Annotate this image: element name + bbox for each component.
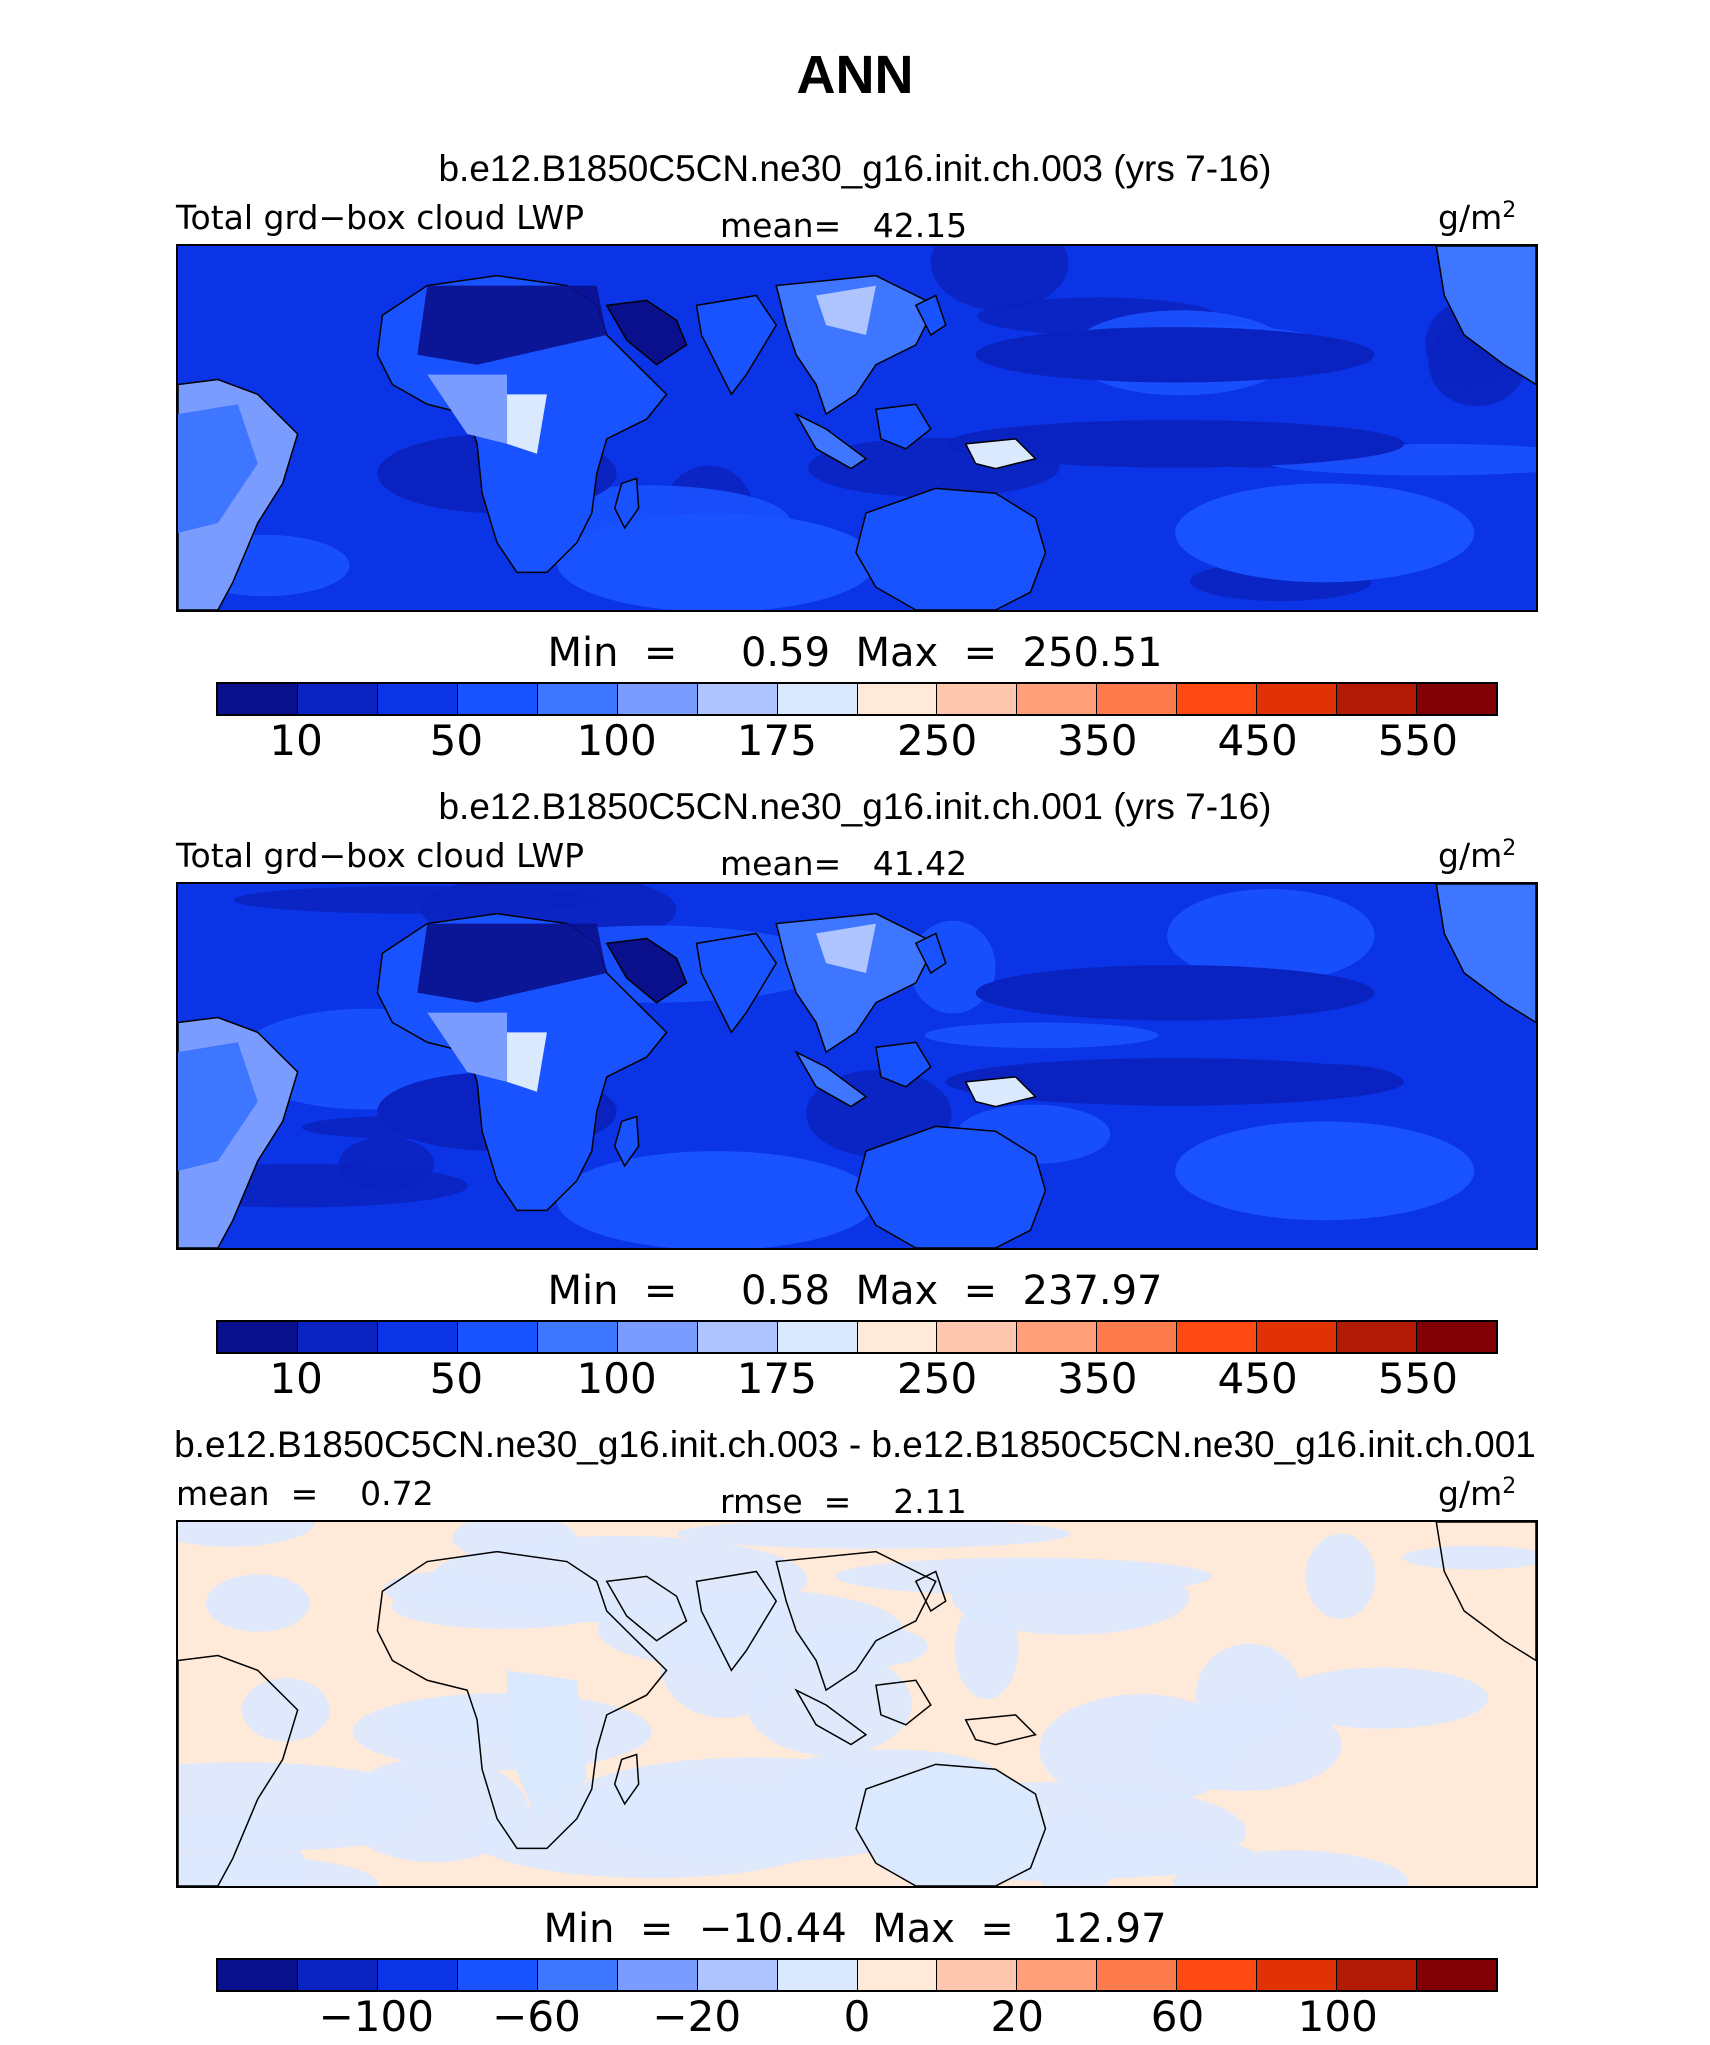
colorbar-swatch	[377, 684, 458, 714]
left-label: mean = 0.72	[176, 1474, 434, 1513]
min-max-label: Min = −10.44 Max = 12.97	[543, 1906, 1167, 1952]
colorbar-swatch	[1177, 684, 1258, 714]
colorbar-tick-label: 100	[576, 1354, 657, 1403]
colorbar	[216, 1958, 1498, 1992]
colorbar-swatch	[218, 1960, 298, 1990]
colorbar-tick-label: 250	[897, 1354, 978, 1403]
units-label: g/m2	[1438, 198, 1517, 237]
colorbar-swatch	[457, 1322, 538, 1352]
map-plot	[178, 246, 1536, 610]
colorbar-swatch	[218, 684, 298, 714]
center-label: rmse = 2.11	[720, 1482, 967, 1521]
units-label: g/m2	[1438, 1474, 1517, 1513]
colorbar-swatch	[777, 1322, 858, 1352]
colorbar-tick-label: 60	[1150, 1992, 1205, 2041]
colorbar-tick-label: 450	[1217, 716, 1298, 765]
colorbar-tick-label: 50	[429, 1354, 484, 1403]
colorbar-swatch	[297, 1322, 378, 1352]
colorbar-tick-label: 350	[1057, 716, 1138, 765]
colorbar-swatch	[457, 1960, 538, 1990]
colorbar-swatch	[537, 684, 618, 714]
center-label: mean= 42.15	[720, 206, 968, 245]
colorbar-swatch	[377, 1960, 458, 1990]
colorbar-swatch	[218, 1322, 298, 1352]
colorbar-swatch	[1417, 1960, 1496, 1990]
center-label: mean= 41.42	[720, 844, 968, 883]
colorbar-swatch	[1417, 1322, 1496, 1352]
colorbar-swatch	[1177, 1322, 1258, 1352]
colorbar-swatch	[937, 684, 1018, 714]
map-panel	[176, 882, 1538, 1250]
colorbar-swatch	[297, 1960, 378, 1990]
case-title: b.e12.B1850C5CN.ne30_g16.init.ch.003 - b…	[174, 1424, 1536, 1465]
colorbar-swatch	[1337, 1322, 1418, 1352]
colorbar-swatch	[537, 1960, 618, 1990]
min-max-label: Min = 0.59 Max = 250.51	[547, 630, 1163, 676]
colorbar-tick-label: 20	[990, 1992, 1044, 2041]
colorbar-tick-label: 450	[1217, 1354, 1298, 1403]
colorbar-swatch	[617, 1960, 698, 1990]
map-plot	[178, 1522, 1536, 1886]
colorbar-swatch	[537, 1322, 618, 1352]
colorbar-swatch	[1097, 1960, 1178, 1990]
colorbar-swatch	[377, 1322, 458, 1352]
colorbar-tick-label: 350	[1057, 1354, 1138, 1403]
colorbar-tick-label: 175	[736, 1354, 817, 1403]
colorbar-swatch	[857, 1960, 938, 1990]
colorbar-swatch	[1337, 1960, 1418, 1990]
colorbar-tick-label: 550	[1377, 716, 1458, 765]
left-label: Total grd−box cloud LWP	[176, 198, 584, 237]
map-panel	[176, 1520, 1538, 1888]
colorbar-tick-label: 100	[1297, 1992, 1378, 2041]
colorbar-swatch	[617, 684, 698, 714]
colorbar-tick-label: 175	[736, 716, 817, 765]
case-title: b.e12.B1850C5CN.ne30_g16.init.ch.003 (yr…	[438, 148, 1272, 189]
colorbar-swatch	[1177, 1960, 1258, 1990]
figure-title: ANN	[796, 45, 914, 105]
colorbar-swatch	[1097, 684, 1178, 714]
colorbar-swatch	[937, 1960, 1018, 1990]
colorbar-swatch	[697, 1960, 778, 1990]
colorbar-swatch	[1337, 684, 1418, 714]
colorbar-swatch	[1417, 684, 1496, 714]
colorbar-tick-label: 250	[897, 716, 978, 765]
colorbar-swatch	[1257, 1960, 1338, 1990]
min-max-label: Min = 0.58 Max = 237.97	[547, 1268, 1163, 1314]
left-label: Total grd−box cloud LWP	[176, 836, 584, 875]
colorbar-swatch	[1097, 1322, 1178, 1352]
colorbar-tick-label: 10	[269, 716, 323, 765]
colorbar-tick-label: −100	[318, 1992, 434, 2041]
case-title: b.e12.B1850C5CN.ne30_g16.init.ch.001 (yr…	[438, 786, 1272, 827]
colorbar-tick-label: 10	[269, 1354, 323, 1403]
colorbar-tick-label: 0	[843, 1992, 871, 2041]
colorbar-swatch	[1017, 1960, 1098, 1990]
colorbar-swatch	[777, 1960, 858, 1990]
colorbar-swatch	[777, 684, 858, 714]
colorbar-swatch	[1257, 684, 1338, 714]
colorbar-swatch	[937, 1322, 1018, 1352]
colorbar-swatch	[857, 684, 938, 714]
colorbar-swatch	[617, 1322, 698, 1352]
colorbar-tick-label: 100	[576, 716, 657, 765]
colorbar-swatch	[1017, 684, 1098, 714]
colorbar	[216, 682, 1498, 716]
colorbar-tick-label: −60	[492, 1992, 581, 2041]
colorbar-swatch	[697, 1322, 778, 1352]
colorbar	[216, 1320, 1498, 1354]
colorbar-swatch	[697, 684, 778, 714]
colorbar-swatch	[857, 1322, 938, 1352]
units-label: g/m2	[1438, 836, 1517, 875]
map-plot	[178, 884, 1536, 1248]
colorbar-tick-label: 50	[429, 716, 484, 765]
colorbar-swatch	[1257, 1322, 1338, 1352]
colorbar-swatch	[457, 684, 538, 714]
colorbar-tick-label: 550	[1377, 1354, 1458, 1403]
map-panel	[176, 244, 1538, 612]
colorbar-swatch	[297, 684, 378, 714]
colorbar-tick-label: −20	[652, 1992, 742, 2041]
colorbar-swatch	[1017, 1322, 1098, 1352]
